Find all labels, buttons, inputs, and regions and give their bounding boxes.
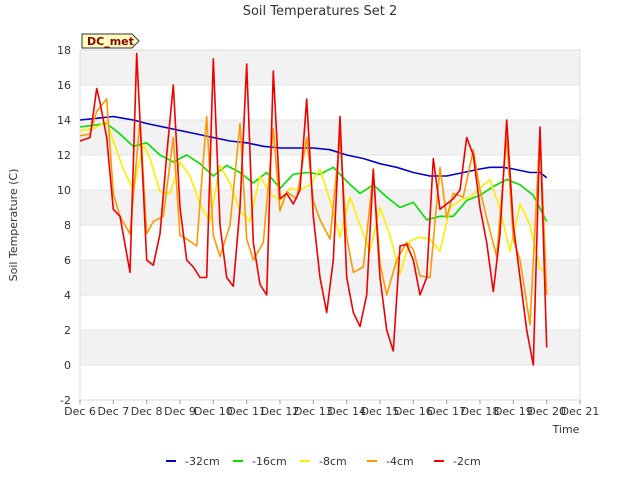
x-tick-label: Dec 18	[461, 405, 500, 418]
y-axis-label: Soil Temperature (C)	[7, 169, 20, 282]
x-tick-label: Dec 9	[164, 405, 196, 418]
legend-label: -4cm	[386, 455, 414, 468]
legend-label: -2cm	[453, 455, 481, 468]
y-tick-label: 12	[57, 149, 71, 162]
series-line	[79, 52, 548, 366]
x-tick-label: Dec 8	[131, 405, 163, 418]
y-tick-label: 10	[57, 184, 71, 197]
x-tick-label: Dec 20	[527, 405, 566, 418]
badge-text: DC_met	[87, 35, 134, 48]
x-tick-label: Dec 13	[294, 405, 333, 418]
x-tick-label: Dec 10	[194, 405, 233, 418]
legend-label: -32cm	[185, 455, 220, 468]
x-tick-label: Dec 11	[227, 405, 266, 418]
chart-title: Soil Temperatures Set 2	[243, 4, 398, 19]
legend: -32cm -16cm -8cm -4cm -2cm	[166, 455, 481, 468]
x-tick-label: Dec 17	[427, 405, 466, 418]
y-tick-label: 4	[64, 289, 71, 302]
grid-band	[80, 330, 580, 365]
x-tick-label: Dec 6	[64, 405, 96, 418]
x-tick-label: Dec 21	[561, 405, 600, 418]
legend-label: -8cm	[319, 455, 347, 468]
series-line	[79, 115, 548, 179]
y-tick-label: 14	[57, 114, 71, 127]
grid-band	[80, 365, 580, 400]
x-axis-label: Time	[552, 423, 580, 436]
x-tick-label: Dec 19	[494, 405, 533, 418]
y-tick-label: 8	[64, 219, 71, 232]
x-tick-label: Dec 14	[327, 405, 366, 418]
y-tick-label: 16	[57, 79, 71, 92]
plot-bands	[80, 49, 580, 401]
grid-band	[80, 295, 580, 330]
y-tick-label: 0	[64, 359, 71, 372]
x-tick-label: Dec 7	[97, 405, 129, 418]
y-axis-ticks: -2 0 2 4 6 8 10 12 14 16 18	[57, 44, 71, 407]
y-tick-label: 18	[57, 44, 71, 57]
grid-band	[80, 50, 580, 85]
x-tick-label: Dec 16	[394, 405, 433, 418]
station-badge: DC_met	[81, 33, 140, 49]
series-line	[79, 122, 548, 222]
badge-box	[81, 33, 140, 49]
plot-frame	[79, 49, 581, 401]
y-tick-label: -2	[60, 394, 71, 407]
series-line	[79, 121, 548, 275]
series-lines	[79, 52, 548, 366]
legend-label: -16cm	[252, 455, 287, 468]
x-tick-label: Dec 15	[361, 405, 400, 418]
x-tick-label: Dec 12	[261, 405, 300, 418]
y-tick-label: 2	[64, 324, 71, 337]
grid-band	[80, 85, 580, 120]
series-line	[79, 98, 548, 326]
y-tick-label: 6	[64, 254, 71, 267]
